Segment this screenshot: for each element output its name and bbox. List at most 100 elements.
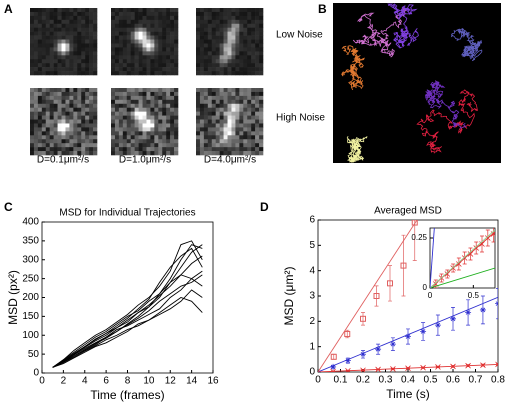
pixel: [61, 135, 66, 140]
pixel: [33, 15, 39, 21]
pixel: [69, 23, 74, 29]
pixel: [227, 135, 232, 140]
pixel: [211, 111, 217, 116]
marker: [456, 261, 462, 267]
pixel: [154, 55, 159, 60]
pixel: [45, 43, 51, 48]
pixel: [134, 127, 139, 132]
pixel: [138, 115, 143, 120]
pixel: [130, 111, 135, 116]
pixel: [158, 43, 163, 48]
pixel: [89, 71, 94, 76]
pixel: [158, 39, 163, 44]
pixel: [142, 147, 147, 152]
pixel: [85, 51, 90, 56]
pixel: [255, 88, 260, 93]
pixel: [81, 99, 86, 105]
pixel: [235, 23, 240, 29]
pixel: [45, 55, 51, 60]
pixel: [53, 115, 58, 120]
pixel: [239, 103, 244, 109]
pixel: [49, 135, 54, 140]
pixel: [93, 39, 98, 44]
pixel: [154, 147, 159, 152]
pixel: [77, 31, 82, 36]
pixel: [174, 11, 179, 17]
pixel: [196, 88, 201, 93]
pixel: [33, 47, 39, 52]
pixel: [199, 119, 205, 124]
pixel: [162, 139, 167, 144]
pixel: [196, 63, 201, 68]
pixel: [170, 71, 175, 76]
pixel: [211, 139, 217, 144]
pixel: [65, 51, 70, 56]
pixel: [93, 51, 98, 56]
pixel: [73, 123, 78, 128]
pixel: [53, 39, 58, 44]
pixel: [211, 127, 217, 132]
pixel: [142, 43, 147, 48]
pixel: [77, 147, 82, 152]
pixel: [146, 39, 151, 44]
pixel: [49, 23, 54, 29]
pixel: [219, 119, 224, 124]
pixel: [215, 71, 220, 76]
pixel: [85, 143, 90, 148]
pixel: [231, 15, 236, 21]
error-bar: [361, 312, 365, 326]
pixel: [231, 31, 236, 36]
pixel: [146, 95, 151, 101]
pixel: [255, 151, 260, 156]
pixel: [255, 99, 260, 105]
pixel: [111, 63, 116, 68]
pixel: [199, 63, 205, 68]
pixel: [41, 47, 47, 52]
pixel: [259, 99, 264, 105]
pixel: [247, 71, 252, 76]
pixel: [126, 143, 132, 148]
pixel: [41, 63, 47, 68]
pixel: [41, 95, 47, 101]
pixel: [85, 135, 90, 140]
pixel: [196, 143, 201, 148]
pixel: [134, 71, 139, 76]
pixel: [196, 59, 201, 64]
pixel: [259, 63, 264, 68]
pixel: [146, 19, 151, 25]
pixel: [122, 147, 128, 152]
pixel: [30, 143, 35, 148]
pixel: [170, 143, 175, 148]
pixel: [81, 11, 86, 17]
pixel: [89, 107, 94, 112]
pixel: [111, 115, 116, 120]
pixel: [126, 43, 132, 48]
pixel: [73, 23, 78, 29]
pixel: [251, 15, 256, 21]
pixel: [227, 111, 232, 116]
pixel: [138, 51, 143, 56]
pixel: [223, 35, 228, 40]
pixel: [199, 27, 205, 32]
pixel: [45, 23, 51, 29]
pixel: [111, 139, 116, 144]
pixel: [37, 31, 43, 36]
pixel: [130, 35, 135, 40]
pixel: [77, 135, 82, 140]
pixel: [81, 43, 86, 48]
pixel: [49, 123, 54, 128]
pixel: [77, 15, 82, 21]
pixel: [69, 8, 74, 13]
pixel: [57, 19, 62, 25]
pixel: [77, 151, 82, 156]
pixel: [239, 47, 244, 52]
pixel: [77, 115, 82, 120]
pixel: [134, 131, 139, 136]
pixel: [65, 31, 70, 36]
error-bar: [388, 265, 392, 302]
pixel: [223, 27, 228, 32]
pixel: [77, 107, 82, 112]
pixel: [158, 107, 163, 112]
pixel: [239, 88, 244, 93]
